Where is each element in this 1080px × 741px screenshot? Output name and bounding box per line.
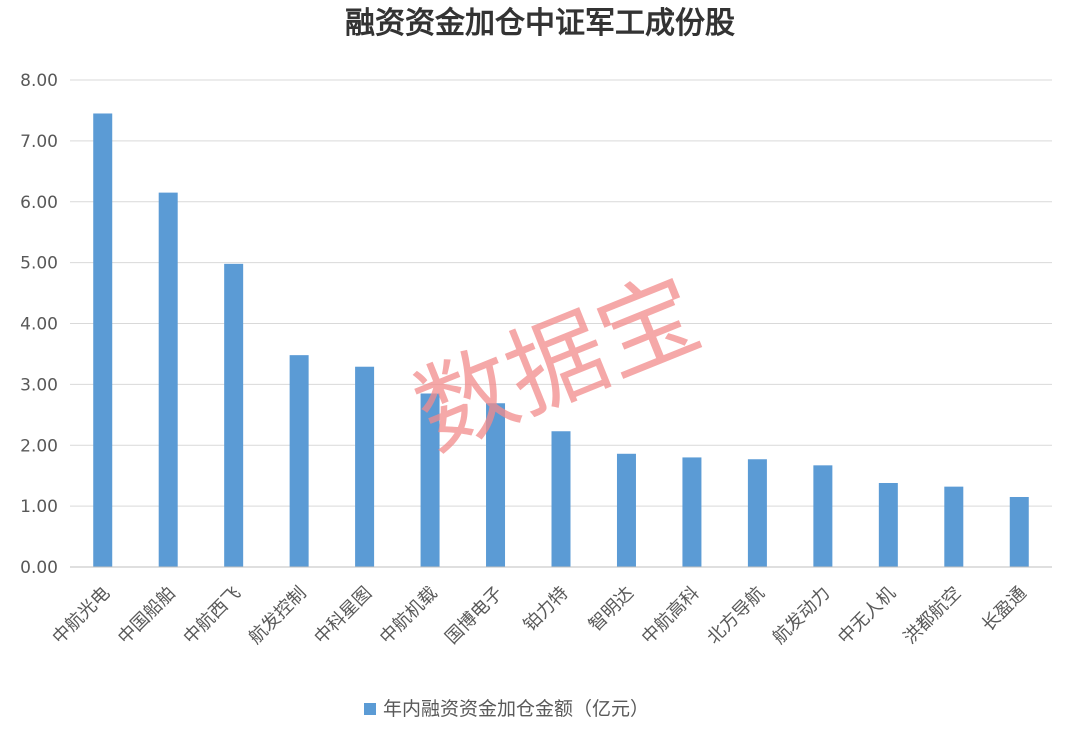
y-tick-label: 8.00 bbox=[20, 71, 58, 91]
x-tick-label: 中无人机 bbox=[834, 583, 900, 649]
x-tick-label: 北方导航 bbox=[703, 583, 769, 649]
bars bbox=[93, 113, 1029, 567]
legend-label: 年内融资资金加仓金额（亿元） bbox=[383, 698, 649, 720]
bar bbox=[944, 486, 964, 567]
bar bbox=[224, 263, 244, 567]
y-tick-label: 1.00 bbox=[20, 497, 58, 517]
bar bbox=[682, 457, 702, 567]
bar bbox=[878, 482, 898, 567]
x-tick-label: 中科星图 bbox=[310, 583, 376, 649]
x-tick-label: 国博电子 bbox=[441, 583, 507, 649]
bar bbox=[355, 366, 375, 567]
x-tick-label: 中航机载 bbox=[376, 583, 442, 649]
y-tick-label: 6.00 bbox=[20, 193, 58, 213]
y-tick-label: 3.00 bbox=[20, 375, 58, 395]
bar bbox=[158, 192, 178, 567]
legend: 年内融资资金加仓金额（亿元） bbox=[364, 698, 649, 720]
bar bbox=[813, 465, 833, 567]
bar bbox=[1009, 496, 1029, 567]
x-tick-label: 中航西飞 bbox=[179, 583, 245, 649]
bar bbox=[551, 431, 571, 567]
legend-swatch bbox=[364, 703, 376, 715]
y-axis-tick-labels: 0.00 1.00 2.00 3.00 4.00 5.00 6.00 7.00 8.00 bbox=[20, 71, 58, 578]
x-tick-label: 智明达 bbox=[585, 583, 638, 636]
bar bbox=[420, 393, 440, 567]
y-tick-label: 2.00 bbox=[20, 436, 58, 456]
bar bbox=[93, 113, 113, 567]
bar bbox=[616, 453, 636, 567]
bar bbox=[747, 459, 767, 567]
chart-title: 融资资金加仓中证军工成份股 bbox=[345, 6, 735, 41]
x-tick-label: 航发动力 bbox=[769, 583, 835, 649]
x-tick-label: 航发控制 bbox=[245, 583, 311, 649]
y-tick-label: 4.00 bbox=[20, 315, 58, 335]
y-tick-label: 5.00 bbox=[20, 254, 58, 274]
x-tick-label: 洪都航空 bbox=[900, 583, 966, 649]
x-tick-label: 铂力特 bbox=[520, 583, 573, 636]
x-tick-label: 中国船舶 bbox=[114, 583, 180, 649]
y-tick-label: 7.00 bbox=[20, 132, 58, 152]
x-axis-tick-labels: 中航光电 中国船舶 中航西飞 航发控制 中科星图 中航机载 国博电子 铂力特 智明达 中航高科 北方… bbox=[49, 583, 1031, 649]
bar bbox=[289, 355, 309, 567]
bar bbox=[486, 403, 506, 567]
x-tick-label: 中航光电 bbox=[49, 583, 115, 649]
x-tick-label: 中航高科 bbox=[638, 583, 704, 649]
x-tick-label: 长盈通 bbox=[978, 583, 1031, 636]
y-tick-label: 0.00 bbox=[20, 558, 58, 578]
